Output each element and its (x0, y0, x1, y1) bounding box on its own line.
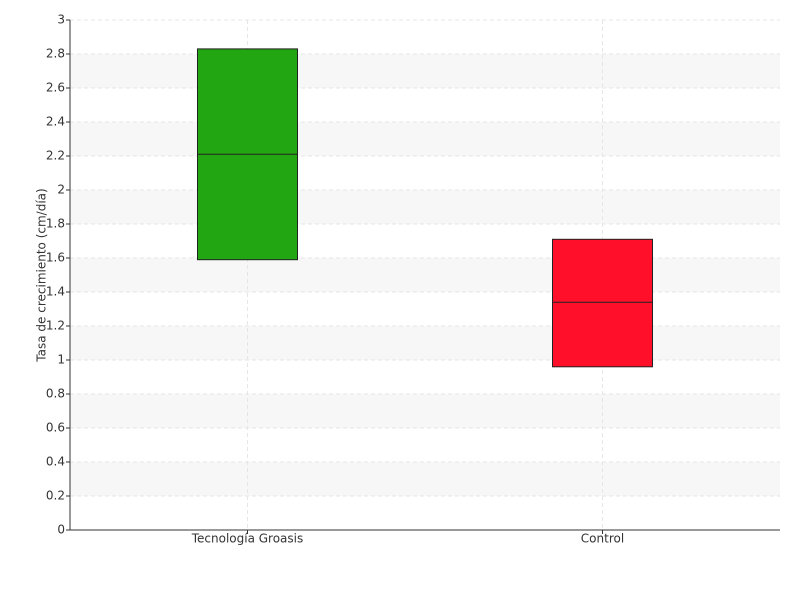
y-tick-label: 2.8 (46, 47, 65, 61)
y-tick-label: 0.4 (46, 455, 65, 469)
y-tick-label: 2.2 (46, 149, 65, 163)
y-tick-label: 1.6 (46, 251, 65, 265)
y-axis-label: Tasa de crecimiento (cm/día) (35, 188, 49, 362)
y-tick-label: 0.6 (46, 421, 65, 435)
grid-band (70, 462, 780, 496)
y-tick-label: 0.2 (46, 489, 65, 503)
y-tick-label: 0 (57, 523, 65, 537)
box (552, 238, 653, 368)
y-tick-label: 2.4 (46, 115, 65, 129)
y-tick-label: 1 (57, 353, 65, 367)
y-tick-label: 2.6 (46, 81, 65, 95)
y-tick-label: 3 (57, 13, 65, 27)
y-tick-label: 1.4 (46, 285, 65, 299)
x-tick-label: Control (581, 532, 624, 546)
grid-band (70, 122, 780, 156)
grid-band (70, 394, 780, 428)
grid-band (70, 258, 780, 292)
grid-band (70, 326, 780, 360)
y-tick-label: 2 (57, 183, 65, 197)
y-tick-label: 1.2 (46, 319, 65, 333)
grid-band (70, 54, 780, 88)
y-tick-label: 1.8 (46, 217, 65, 231)
grid-band (70, 190, 780, 224)
y-tick-label: 0.8 (46, 387, 65, 401)
x-tick-label: Tecnología Groasis (191, 532, 304, 546)
